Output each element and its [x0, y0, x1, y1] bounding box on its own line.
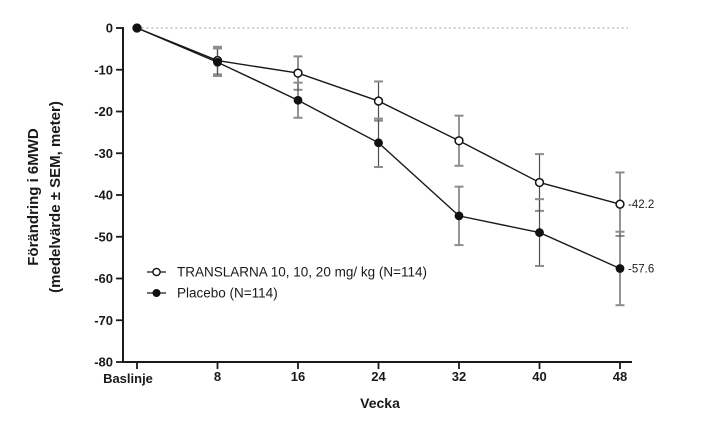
data-point-open-circle — [293, 68, 303, 78]
data-point-filled-circle — [374, 138, 383, 148]
baseline-tick-label: Baslinje — [103, 371, 153, 386]
x-tick-label: 24 — [371, 369, 386, 384]
legend-item: TRANSLARNA 10, 10, 20 mg/ kg (N=114) — [147, 265, 427, 280]
y-tick-label: -80 — [94, 355, 113, 370]
legend-label: TRANSLARNA 10, 10, 20 mg/ kg (N=114) — [177, 265, 427, 280]
data-point-filled-circle — [132, 23, 142, 33]
y-tick-label: -20 — [94, 104, 113, 119]
data-point-open-circle — [454, 136, 464, 146]
data-point-filled-circle — [293, 95, 303, 105]
y-tick-label: -70 — [94, 313, 113, 328]
x-tick-label: 32 — [452, 369, 466, 384]
data-point-open-circle — [615, 199, 625, 209]
y-tick-label: -30 — [94, 146, 113, 161]
y-tick-label: -40 — [94, 188, 113, 203]
y-tick-label: -60 — [94, 271, 113, 286]
data-point-filled-circle — [213, 57, 222, 67]
legend-item: Placebo (N=114) — [147, 286, 278, 301]
y-axis-title-line1: Förändring i 6MWD — [25, 128, 42, 266]
data-point-filled-circle — [454, 211, 464, 221]
x-tick-label: 8 — [214, 369, 221, 384]
legend-filled-circle-icon — [152, 289, 161, 297]
x-tick-label: 40 — [532, 369, 546, 384]
data-point-filled-circle — [535, 228, 544, 237]
legend-open-circle-icon — [152, 267, 161, 277]
x-tick-label: 16 — [291, 369, 305, 384]
data-point-open-circle — [373, 96, 384, 106]
data-point-open-circle — [534, 177, 545, 188]
legend-label: Placebo (N=114) — [177, 286, 278, 301]
series-end-value-label: -42.2 — [628, 199, 654, 211]
y-tick-label: 0 — [106, 21, 113, 36]
y-tick-label: -50 — [94, 229, 113, 244]
data-point-filled-circle — [615, 264, 625, 273]
x-axis-title: Vecka — [360, 395, 400, 411]
y-axis-title-line2: (medelvärde ± SEM, meter) — [47, 101, 64, 293]
x-tick-label: 48 — [613, 369, 627, 384]
series-end-value-label: -57.6 — [628, 263, 654, 275]
y-tick-label: -10 — [94, 62, 113, 77]
